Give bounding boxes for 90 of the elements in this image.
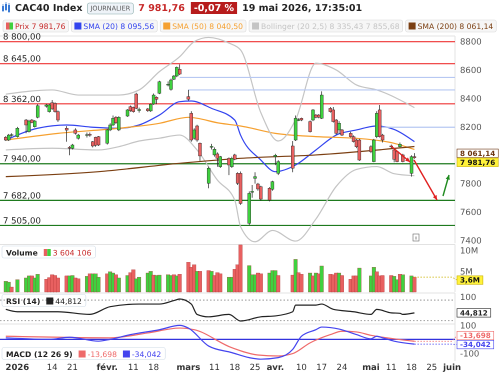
candlestick bbox=[410, 154, 414, 177]
candlestick bbox=[158, 80, 162, 95]
y-tick-label: 8200 bbox=[460, 122, 482, 133]
bar bbox=[218, 274, 222, 292]
candlestick bbox=[372, 138, 376, 163]
x-tick-label: 18 bbox=[229, 363, 240, 373]
bar bbox=[6, 282, 11, 292]
x-tick-label: 17 bbox=[316, 363, 328, 373]
bar bbox=[96, 276, 100, 292]
x-tick-label: 25 bbox=[250, 363, 260, 373]
bar bbox=[299, 274, 304, 292]
bar bbox=[340, 275, 344, 292]
candlestick bbox=[218, 156, 222, 168]
text: 7 981,76 bbox=[138, 3, 186, 14]
x-tick-label: mai bbox=[362, 363, 380, 373]
x-tick-label: 14 bbox=[46, 363, 58, 373]
y-tick-label: 100 bbox=[460, 321, 476, 332]
x-tick-label: 11 bbox=[209, 363, 220, 373]
candlestick bbox=[85, 132, 89, 138]
y-tick-label: 8400 bbox=[460, 94, 482, 104]
y-tick-label: 7600 bbox=[460, 208, 482, 218]
ref-line-label: 8 645,00 bbox=[3, 54, 41, 65]
candlestick bbox=[337, 120, 341, 134]
line-series bbox=[5, 134, 416, 242]
bar bbox=[238, 244, 242, 292]
bar bbox=[412, 276, 416, 292]
x-tick-label: mars bbox=[176, 363, 200, 373]
bar bbox=[198, 271, 202, 292]
candlestick bbox=[259, 185, 263, 201]
ref-line-label: 7 505,00 bbox=[3, 216, 41, 226]
candlestick bbox=[68, 146, 72, 156]
x-tick-label: 11 bbox=[386, 363, 397, 373]
candlestick bbox=[175, 66, 178, 78]
bar bbox=[357, 268, 362, 292]
candlestick bbox=[178, 64, 182, 76]
text: -0,07 % bbox=[194, 3, 235, 14]
line-series bbox=[5, 146, 416, 178]
x-tick-label: 25 bbox=[426, 363, 438, 373]
x-tick-label: 18 bbox=[406, 363, 417, 373]
candlestick bbox=[186, 90, 190, 101]
candlestick bbox=[198, 142, 202, 162]
y-tick-label: 8800 bbox=[460, 38, 482, 48]
x-tick-label: 10 bbox=[296, 363, 307, 373]
candlestick bbox=[166, 81, 170, 87]
y-tick-label: 8600 bbox=[460, 66, 482, 76]
candlestick bbox=[227, 156, 231, 176]
candlestick bbox=[27, 119, 31, 133]
y-tick-label: 7400 bbox=[460, 236, 482, 246]
candlestick bbox=[294, 115, 298, 142]
ref-line-label: 7 682,00 bbox=[3, 191, 41, 202]
y-tick-label: 10M bbox=[460, 246, 478, 257]
x-tick-label: avr. bbox=[266, 363, 284, 373]
bar bbox=[116, 278, 121, 292]
x-tick-label: 21 bbox=[67, 363, 78, 373]
bar bbox=[258, 274, 263, 292]
bar bbox=[157, 274, 162, 292]
x-tick-label: 18 bbox=[148, 363, 160, 373]
candlestick bbox=[358, 138, 362, 162]
x-tick-label: juin bbox=[442, 363, 462, 373]
candlestick bbox=[206, 166, 210, 189]
candlestick bbox=[134, 92, 138, 110]
bar bbox=[400, 274, 405, 292]
candlestick bbox=[36, 104, 40, 119]
x-tick-label: 24 bbox=[336, 363, 348, 373]
candlestick bbox=[195, 124, 199, 142]
candlestick bbox=[320, 91, 324, 120]
ref-line-label: 8 362,00 bbox=[3, 94, 41, 105]
ref-line-label: 7 940,00 bbox=[3, 154, 41, 165]
y-tick-label: 7800 bbox=[460, 180, 482, 190]
candlestick bbox=[154, 96, 158, 104]
bar bbox=[247, 265, 252, 292]
bar bbox=[76, 278, 80, 292]
candlestick bbox=[291, 140, 294, 173]
candlestick bbox=[253, 172, 257, 184]
y-tick-label: 5M bbox=[460, 267, 473, 278]
x-tick-label: 2026 bbox=[6, 363, 30, 373]
candlestick bbox=[96, 136, 100, 146]
ref-line-label: 8 800,00 bbox=[3, 32, 41, 43]
text: 19 mai 2026, 17:35:01 bbox=[242, 3, 362, 14]
candlestick bbox=[375, 110, 378, 139]
candlestick bbox=[169, 78, 173, 91]
candlestick bbox=[64, 126, 68, 142]
x-tick-label: 11 bbox=[128, 363, 139, 373]
x-tick-label: févr. bbox=[96, 363, 118, 373]
bar bbox=[15, 279, 20, 292]
bar bbox=[56, 278, 60, 292]
candlestick bbox=[16, 126, 20, 138]
y-tick-label: -100 bbox=[460, 349, 480, 360]
candlestick bbox=[117, 116, 121, 132]
chart-title: CAC40 Index bbox=[15, 3, 82, 14]
